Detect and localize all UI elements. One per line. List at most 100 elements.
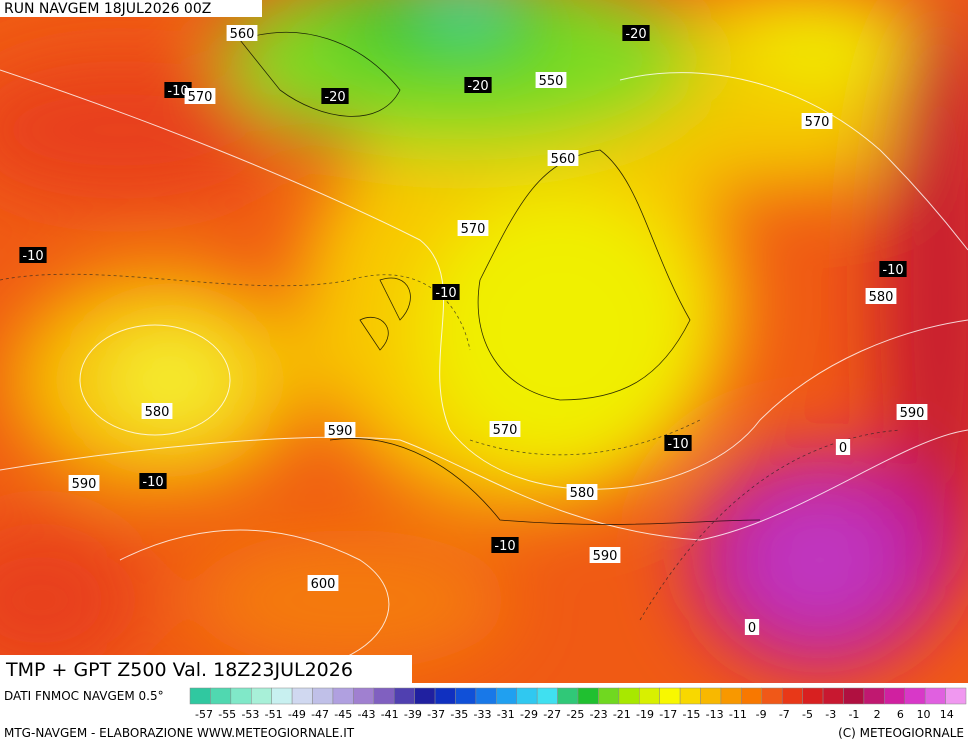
header-box — [0, 0, 262, 17]
legend-swatch — [475, 687, 497, 705]
legend-swatch — [802, 687, 824, 705]
map-title: TMP + GPT Z500 Val. 18Z23JUL2026 — [5, 659, 353, 681]
legend-swatch — [373, 687, 395, 705]
height-label: 570 — [805, 115, 830, 130]
label-box — [896, 404, 928, 420]
label-box — [801, 113, 833, 129]
height-label: 550 — [539, 74, 564, 89]
legend-label: -27 — [543, 708, 561, 721]
anomaly-label: -10 — [22, 249, 43, 264]
legend-label: -11 — [729, 708, 747, 721]
height-label: 560 — [230, 27, 255, 42]
legend-swatch — [291, 687, 313, 705]
legend-label: 14 — [940, 708, 954, 721]
legend-label: -55 — [218, 708, 236, 721]
label-box — [184, 88, 216, 104]
label-box — [535, 72, 567, 88]
legend-label: -13 — [706, 708, 724, 721]
run-header: RUN NAVGEM 18JUL2026 00Z — [4, 1, 211, 17]
legend-label: -1 — [848, 708, 859, 721]
legend-swatch — [557, 687, 579, 705]
legend-label: -33 — [474, 708, 492, 721]
height-label: 590 — [900, 406, 925, 421]
anomaly-label: -20 — [324, 90, 345, 105]
legend-label: -9 — [756, 708, 767, 721]
legend-swatch — [659, 687, 681, 705]
label-box — [141, 403, 173, 419]
legend-swatch — [924, 687, 946, 705]
height-label: 0 — [748, 621, 756, 636]
legend-swatch — [679, 687, 701, 705]
height-label: 570 — [188, 90, 213, 105]
legend-swatch — [945, 687, 967, 705]
anomaly-label: -10 — [882, 263, 903, 278]
legend-label: -45 — [334, 708, 352, 721]
legend-label: -17 — [659, 708, 677, 721]
legend-swatch — [781, 687, 803, 705]
label-box — [744, 619, 760, 635]
legend-swatch — [312, 687, 334, 705]
legend-swatch — [414, 687, 436, 705]
legend-swatch — [516, 687, 538, 705]
label-box — [865, 288, 897, 304]
legend-label: -49 — [288, 708, 306, 721]
title-box — [0, 655, 412, 683]
legend-swatch — [884, 687, 905, 705]
label-box — [432, 284, 460, 300]
legend-label: -43 — [358, 708, 376, 721]
label-box — [489, 421, 521, 437]
legend-label: -57 — [195, 708, 213, 721]
legend-label: -31 — [497, 708, 515, 721]
legend-label: -7 — [779, 708, 790, 721]
legend-swatch — [434, 687, 456, 705]
height-label: 590 — [593, 549, 618, 564]
legend-label: 10 — [917, 708, 931, 721]
height-label: 580 — [570, 486, 595, 501]
anomaly-label: -20 — [467, 79, 488, 94]
legend-label: -21 — [613, 708, 631, 721]
legend-swatch — [761, 687, 783, 705]
legend-swatch — [598, 687, 620, 705]
anomaly-label: -10 — [167, 84, 188, 99]
label-box — [491, 537, 519, 553]
height-label: 590 — [72, 477, 97, 492]
legend-label: -15 — [682, 708, 700, 721]
label-box — [19, 247, 47, 263]
height-label: 570 — [461, 222, 486, 237]
map-field — [0, 0, 968, 683]
legend-label: -39 — [404, 708, 422, 721]
legend-label: 2 — [874, 708, 881, 721]
legend-swatch — [455, 687, 477, 705]
legend-swatch — [271, 687, 293, 705]
legend-swatch — [720, 687, 742, 705]
height-label: 570 — [493, 423, 518, 438]
label-box — [324, 422, 356, 438]
legend-swatch — [618, 687, 640, 705]
label-box — [139, 473, 167, 489]
height-label: 560 — [551, 152, 576, 167]
legend-label: -23 — [590, 708, 608, 721]
legend-label: -5 — [802, 708, 813, 721]
label-box — [457, 220, 489, 236]
legend-swatch — [536, 687, 558, 705]
legend-swatch — [353, 687, 375, 705]
legend-label: -19 — [636, 708, 654, 721]
label-box — [226, 25, 258, 41]
legend-label: -47 — [311, 708, 329, 721]
legend-swatch — [393, 687, 415, 705]
height-label: 0 — [839, 441, 847, 456]
height-label: 580 — [145, 405, 170, 420]
label-box — [589, 547, 621, 563]
legend-swatch — [251, 687, 272, 705]
legend-swatch — [189, 687, 211, 705]
legend-swatch — [639, 687, 660, 705]
legend-swatch — [843, 687, 865, 705]
legend-swatch — [332, 687, 354, 705]
label-box — [464, 77, 492, 93]
legend-swatch — [700, 687, 722, 705]
legend-label: -41 — [381, 708, 399, 721]
anomaly-label: -10 — [142, 475, 163, 490]
legend-swatch — [822, 687, 844, 705]
legend-label: -51 — [265, 708, 283, 721]
